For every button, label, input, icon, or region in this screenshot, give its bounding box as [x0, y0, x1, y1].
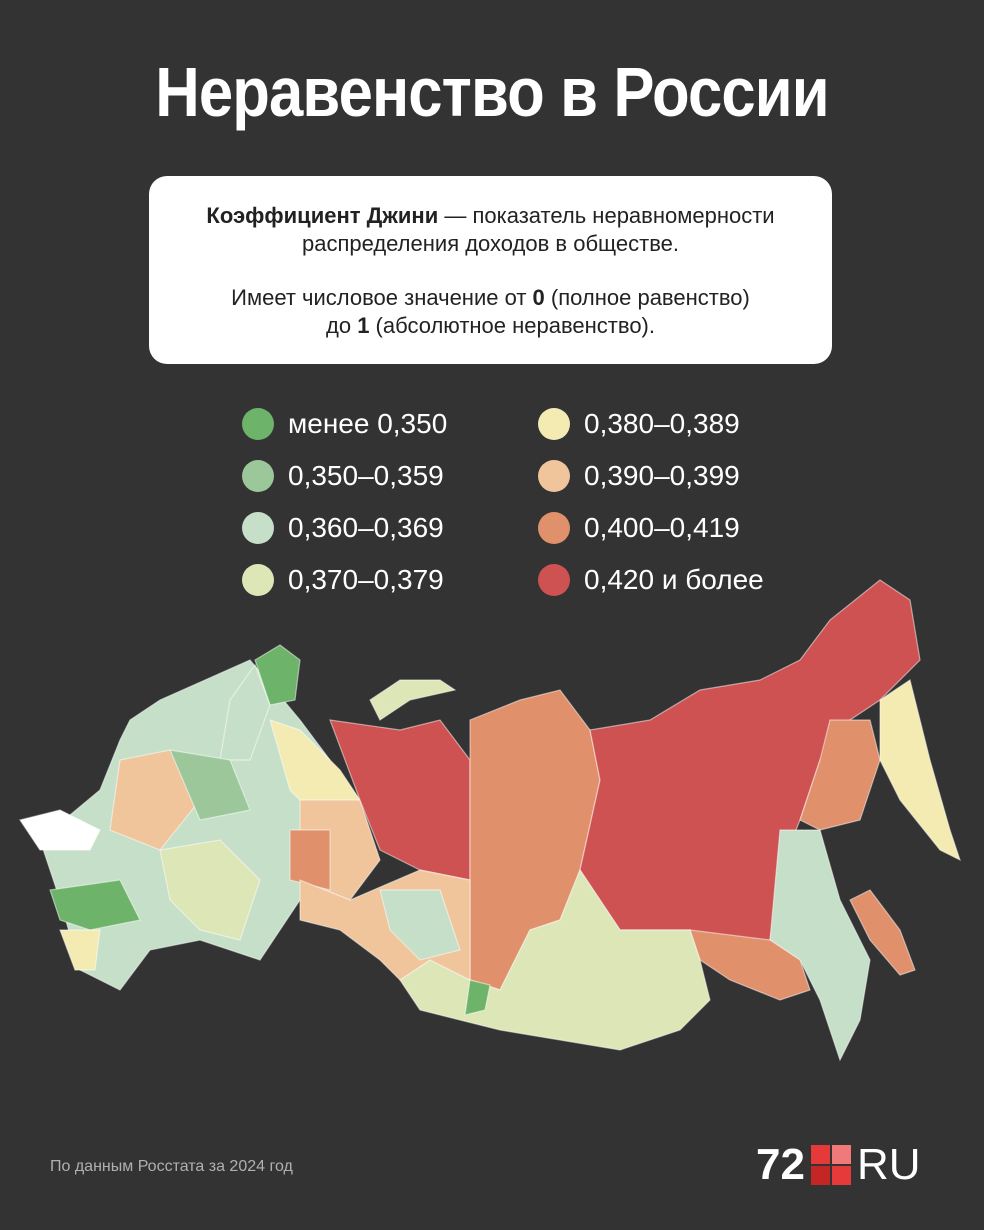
logo-number: 72 — [756, 1140, 805, 1189]
legend-label: 0,390–0,399 — [584, 460, 740, 491]
region — [369, 679, 457, 721]
info-box: Коэффициент Джини — показатель неравноме… — [149, 176, 832, 364]
region — [849, 889, 916, 976]
region — [219, 663, 271, 761]
legend-swatch — [538, 408, 570, 440]
info-text: до — [326, 313, 358, 338]
legend-swatch — [242, 512, 274, 544]
info-line: Коэффициент Джини — показатель неравноме… — [149, 202, 832, 230]
legend-label: 0,400–0,419 — [584, 512, 740, 543]
region — [289, 829, 331, 891]
region — [169, 749, 251, 821]
legend-swatch — [242, 460, 274, 492]
legend-label: менее 0,350 — [288, 408, 448, 439]
legend-item: 0,390–0,399 — [538, 460, 740, 492]
logo: 72 RU — [756, 1140, 921, 1190]
legend-item: 0,360–0,369 — [242, 512, 444, 544]
region — [799, 719, 881, 831]
legend-label: 0,370–0,379 — [288, 564, 444, 595]
legend-swatch — [538, 564, 570, 596]
legend-item: менее 0,350 — [242, 408, 447, 440]
info-line: распределения доходов в обществе. — [149, 230, 832, 258]
region-no-data — [19, 809, 101, 851]
source: По данным Росстата за 2024 год — [50, 1158, 293, 1175]
legend-item: 0,380–0,389 — [538, 408, 740, 440]
info-text: 1 — [357, 313, 370, 338]
region — [379, 889, 461, 961]
region — [49, 879, 141, 931]
legend-item: 0,420 и более — [538, 564, 764, 596]
map — [19, 579, 962, 1062]
logo-text: RU — [856, 1140, 921, 1189]
region — [464, 979, 491, 1016]
legend-swatch — [538, 460, 570, 492]
info-text: Имеет числовое значение от — [231, 285, 533, 310]
info-text: (полное равенство) — [544, 285, 750, 310]
legend-label: 0,360–0,369 — [288, 512, 444, 543]
info-text: распределения доходов в обществе. — [301, 231, 680, 256]
info-line: до 1 (абсолютное неравенство). — [149, 312, 832, 340]
title: Неравенство в России — [155, 53, 829, 131]
legend-item: 0,350–0,359 — [242, 460, 444, 492]
region — [689, 929, 811, 1001]
legend-swatch — [242, 408, 274, 440]
region — [879, 679, 962, 862]
legend-swatch — [538, 512, 570, 544]
legend-swatch — [242, 564, 274, 596]
legend-label: 0,350–0,359 — [288, 460, 444, 491]
legend-label: 0,380–0,389 — [584, 408, 740, 439]
region — [769, 829, 871, 1062]
info-line: Имеет числовое значение от 0 (полное рав… — [149, 284, 832, 312]
logo-icon — [810, 1145, 851, 1185]
legend-label: 0,420 и более — [584, 564, 764, 595]
info-text: 0 — [532, 285, 545, 310]
legend-item: 0,370–0,379 — [242, 564, 444, 596]
legend-item: 0,400–0,419 — [538, 512, 740, 544]
info-text: — показатель неравномерности — [438, 203, 775, 228]
legend: менее 0,350 0,350–0,359 0,360–0,369 0,370–0… — [242, 408, 764, 596]
info-text: Коэффициент Джини — [206, 203, 439, 228]
region — [59, 929, 101, 971]
region — [159, 839, 261, 941]
region — [109, 749, 201, 851]
info-text: (абсолютное неравенство). — [369, 313, 655, 338]
